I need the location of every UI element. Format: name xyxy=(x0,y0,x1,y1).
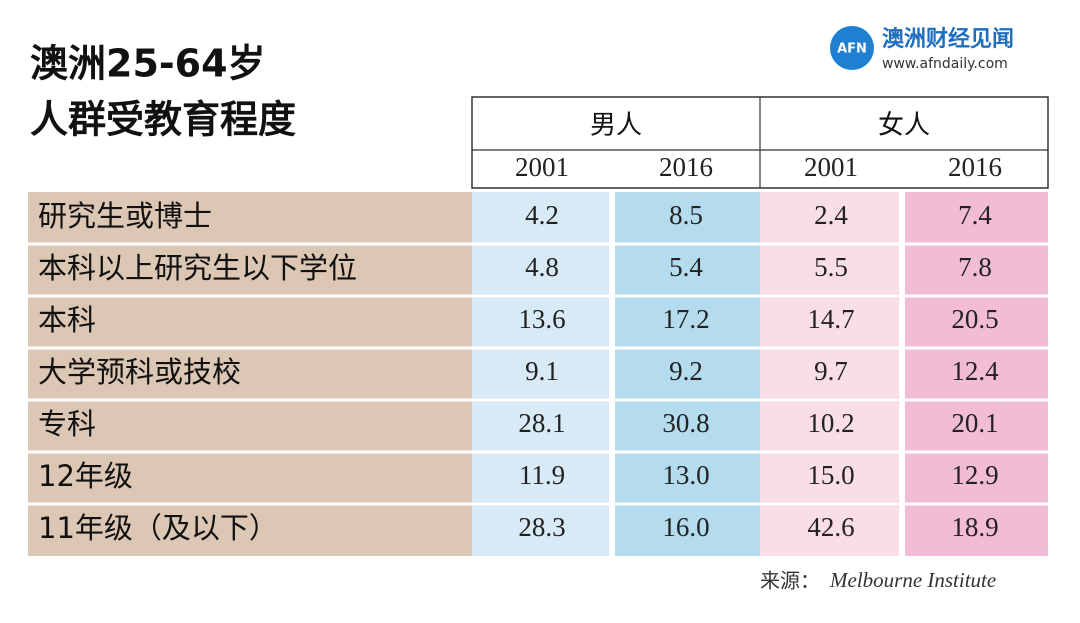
cell-value: 14.7 xyxy=(807,304,854,334)
cell-value: 13.6 xyxy=(518,304,565,334)
cell-value: 15.0 xyxy=(807,460,854,490)
row-label: 本科 xyxy=(38,303,96,337)
cell-value: 11.9 xyxy=(519,460,565,490)
year-header: 2016 xyxy=(948,152,1002,182)
cell-value: 20.1 xyxy=(951,408,998,438)
cell-value: 13.0 xyxy=(662,460,709,490)
cell-value: 5.5 xyxy=(814,252,848,282)
year-header: 2016 xyxy=(659,152,713,182)
cell-value: 5.4 xyxy=(669,252,703,282)
row-label: 大学预科或技校 xyxy=(38,355,241,389)
title-line: 澳洲25-64岁 xyxy=(30,42,266,86)
source-label: 来源： xyxy=(760,569,820,593)
logo-name: 澳洲财经见闻 xyxy=(882,26,1014,52)
cell-value: 7.4 xyxy=(958,200,992,230)
cell-value: 4.2 xyxy=(525,200,559,230)
cell-value: 28.1 xyxy=(518,408,565,438)
cell-value: 17.2 xyxy=(662,304,709,334)
cell-value: 2.4 xyxy=(814,200,848,230)
cell-value: 30.8 xyxy=(662,408,709,438)
cell-value: 18.9 xyxy=(951,512,998,542)
logo-url: www.afndaily.com xyxy=(882,56,1008,72)
logo-mark: AFN xyxy=(837,42,867,57)
year-header: 2001 xyxy=(804,152,858,182)
cell-value: 12.9 xyxy=(951,460,998,490)
data-column xyxy=(472,192,609,556)
cell-value: 10.2 xyxy=(807,408,854,438)
cell-value: 42.6 xyxy=(807,512,854,542)
label-column xyxy=(28,192,472,556)
cell-value: 20.5 xyxy=(951,304,998,334)
row-label: 专科 xyxy=(38,407,96,441)
cell-value: 7.8 xyxy=(958,252,992,282)
cell-value: 16.0 xyxy=(662,512,709,542)
cell-value: 9.1 xyxy=(525,356,559,386)
row-label: 12年级 xyxy=(38,459,133,493)
cell-value: 8.5 xyxy=(669,200,703,230)
logo-circle xyxy=(830,26,874,70)
group-header: 男人 xyxy=(590,111,642,141)
title-line: 人群受教育程度 xyxy=(30,98,296,142)
row-label: 研究生或博士 xyxy=(38,199,212,233)
source-name: Melbourne Institute xyxy=(829,568,996,592)
cell-value: 12.4 xyxy=(951,356,999,386)
group-header: 女人 xyxy=(878,111,930,141)
data-column xyxy=(905,192,1048,556)
cell-value: 9.2 xyxy=(669,356,703,386)
data-column xyxy=(760,192,899,556)
cell-value: 9.7 xyxy=(814,356,848,386)
row-label: 11年级（及以下） xyxy=(38,511,278,545)
cell-value: 28.3 xyxy=(518,512,565,542)
row-label: 本科以上研究生以下学位 xyxy=(38,251,357,285)
year-header: 2001 xyxy=(515,152,569,182)
cell-value: 4.8 xyxy=(525,252,559,282)
data-column xyxy=(615,192,760,556)
